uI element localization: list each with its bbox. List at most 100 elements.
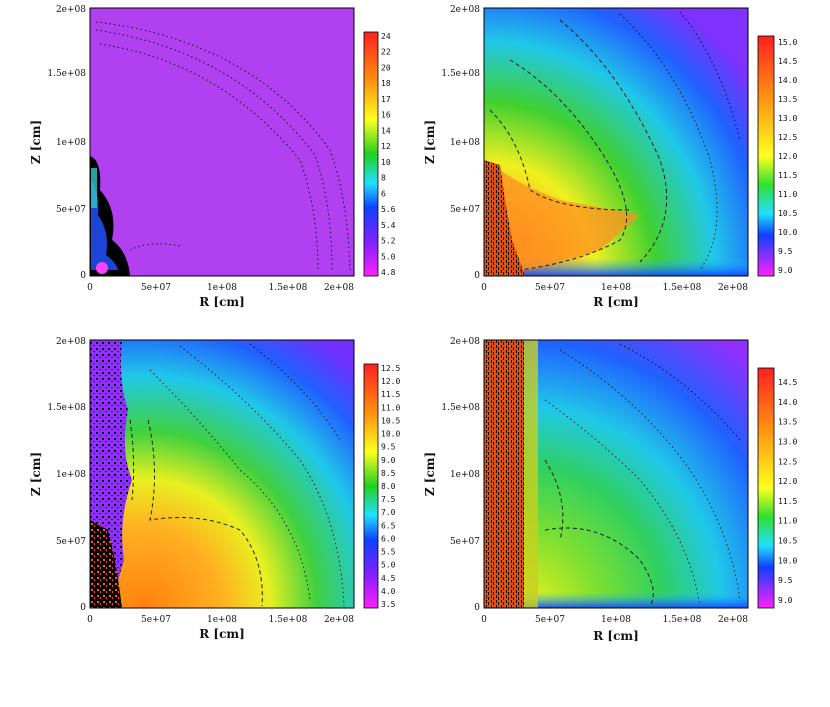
y-ticks-2: 2e+08 1.5e+08 1e+08 5e+07 0 <box>441 5 480 281</box>
colorbar-tick-label: 16 <box>381 111 391 120</box>
colorbar-ticks-1: 24 22 20 18 17 16 14 12 10 8 6 5.6 5.4 5.2 5.0 4.8 <box>381 32 396 277</box>
colorbar-tick-label: 14.0 <box>778 76 797 85</box>
contour-2a <box>509 59 628 271</box>
x-axis-label: R [cm] <box>593 295 639 309</box>
colorbar-tick-label: 10.0 <box>778 556 797 565</box>
x-axis-label: R [cm] <box>199 295 245 309</box>
y-tick-label: 1e+08 <box>450 470 480 480</box>
colorbar-tick-label: 14 <box>381 126 391 135</box>
colorbar-tick-label: 13.5 <box>778 95 797 104</box>
colorbar-tick-label: 12.0 <box>381 377 400 386</box>
y-axis-label: Z [cm] <box>423 120 437 164</box>
colorbar-tick-label: 13.0 <box>778 437 797 446</box>
colorbar-tick-label: 10.0 <box>778 228 797 237</box>
x-tick-label: 1.5e+08 <box>269 283 308 293</box>
heatmap-floor-2 <box>520 258 748 276</box>
x-tick-label: 1.5e+08 <box>269 615 308 625</box>
y-tick-label: 2e+08 <box>56 337 86 347</box>
colorbar-tick-label: 10.5 <box>778 537 797 546</box>
x-ticks-4: 0 5e+07 1e+08 1.5e+08 2e+08 <box>481 615 748 625</box>
contour-4d <box>619 343 741 441</box>
x-tick-label: 5e+07 <box>535 615 565 625</box>
colorbar-tick-label: 11.0 <box>778 190 797 199</box>
colorbar-tick-label: 4.8 <box>381 268 396 277</box>
colorbar-ticks-2: 15.0 14.5 14.0 13.5 13.0 12.5 12.0 11.5 11.0 10.5… <box>778 38 797 275</box>
x-tick-label: 1.5e+08 <box>663 283 702 293</box>
panel-bottom-left: 2e+08 1.5e+08 1e+08 5e+07 0 0 5e+07 1e+0… <box>29 337 400 641</box>
y-tick-label: 2e+08 <box>56 5 86 15</box>
colorbar-tick-label: 9.0 <box>778 266 793 275</box>
x-tick-label: 1.5e+08 <box>663 615 702 625</box>
colorbar-tick-label: 22 <box>381 48 391 57</box>
colorbar-tick-label: 7.0 <box>381 508 396 517</box>
colorbar-tick-label: 6.0 <box>381 534 396 543</box>
x-tick-label: 2e+08 <box>718 283 748 293</box>
x-tick-label: 5e+07 <box>141 615 171 625</box>
contour-2e <box>489 109 631 211</box>
colorbar-tick-label: 9.5 <box>778 576 793 585</box>
x-tick-label: 5e+07 <box>535 283 565 293</box>
x-tick-label: 1e+08 <box>601 615 631 625</box>
colorbar-2 <box>757 35 775 277</box>
y-tick-label: 2e+08 <box>450 5 480 15</box>
colorbar-tick-label: 9.5 <box>381 443 396 452</box>
contour-4a <box>544 527 654 607</box>
colorbar-tick-label: 9.0 <box>381 456 396 465</box>
x-axis-label: R [cm] <box>199 627 245 641</box>
y-tick-label: 1.5e+08 <box>441 403 480 413</box>
colorbar-tick-label: 13.0 <box>778 114 797 123</box>
colorbar-tick-label: 5.5 <box>381 548 396 557</box>
colorbar-tick-label: 10.0 <box>381 430 400 439</box>
x-tick-label: 1e+08 <box>207 283 237 293</box>
colorbar-tick-label: 5.6 <box>381 205 396 214</box>
x-ticks-2: 0 5e+07 1e+08 1.5e+08 2e+08 <box>481 283 748 293</box>
colorbar-tick-label: 20 <box>381 63 391 72</box>
colorbar-3 <box>363 363 379 609</box>
panel-top-right: 2e+08 1.5e+08 1e+08 5e+07 0 0 5e+07 1e+0… <box>423 5 797 309</box>
colorbar-tick-label: 14.0 <box>778 398 797 407</box>
contour-2c <box>619 13 718 271</box>
y-tick-label: 1e+08 <box>56 138 86 148</box>
x-tick-label: 0 <box>481 615 487 625</box>
x-axis-label: R [cm] <box>593 629 639 643</box>
y-tick-label: 0 <box>80 271 86 281</box>
colorbar-tick-label: 24 <box>381 32 391 41</box>
colorbar-ticks-3: 12.5 12.0 11.5 11.0 10.5 10.0 9.5 9.0 8.5 8.0 7.5 7… <box>381 364 400 609</box>
shell-contour-2 <box>95 29 333 271</box>
x-tick-label: 2e+08 <box>324 615 354 625</box>
y-axis-label: Z [cm] <box>423 452 437 496</box>
colorbar-tick-label: 4.0 <box>381 587 396 596</box>
y-tick-label: 0 <box>80 603 86 613</box>
y-tick-label: 0 <box>474 271 480 281</box>
core-inner-1 <box>91 180 118 270</box>
frame-3 <box>89 339 355 609</box>
colorbar-tick-label: 10.5 <box>778 209 797 218</box>
y-ticks-4: 2e+08 1.5e+08 1e+08 5e+07 0 <box>441 337 480 613</box>
colorbar-tick-label: 3.5 <box>381 600 396 609</box>
contour-3e <box>129 419 135 501</box>
contour-2d <box>679 11 741 141</box>
colorbar-tick-label: 12 <box>381 142 391 151</box>
y-tick-label: 2e+08 <box>450 337 480 347</box>
core-noise-3 <box>90 520 122 608</box>
heatmap-field-3 <box>90 340 354 608</box>
x-tick-label: 2e+08 <box>718 615 748 625</box>
colorbar-tick-label: 11.0 <box>381 403 400 412</box>
y-axis-label: Z [cm] <box>29 452 43 496</box>
frame-1 <box>89 7 355 277</box>
colorbar-tick-label: 4.5 <box>381 574 396 583</box>
colorbar-tick-label: 9.0 <box>778 596 793 605</box>
colorbar-tick-label: 5.0 <box>381 561 396 570</box>
contour-4e <box>544 459 564 541</box>
y-tick-label: 5e+07 <box>450 205 480 215</box>
y-tick-label: 5e+07 <box>450 537 480 547</box>
colorbar-tick-label: 8 <box>381 174 386 183</box>
heatmap-field-1 <box>90 8 354 276</box>
y-tick-label: 1.5e+08 <box>47 69 86 79</box>
x-tick-label: 0 <box>87 615 93 625</box>
panel-bottom-right: 2e+08 1.5e+08 1e+08 5e+07 0 0 5e+07 1e+0… <box>423 337 797 643</box>
core-noise-4 <box>484 340 524 608</box>
colorbar-tick-label: 5.2 <box>381 237 396 246</box>
colorbar-4 <box>757 367 775 609</box>
